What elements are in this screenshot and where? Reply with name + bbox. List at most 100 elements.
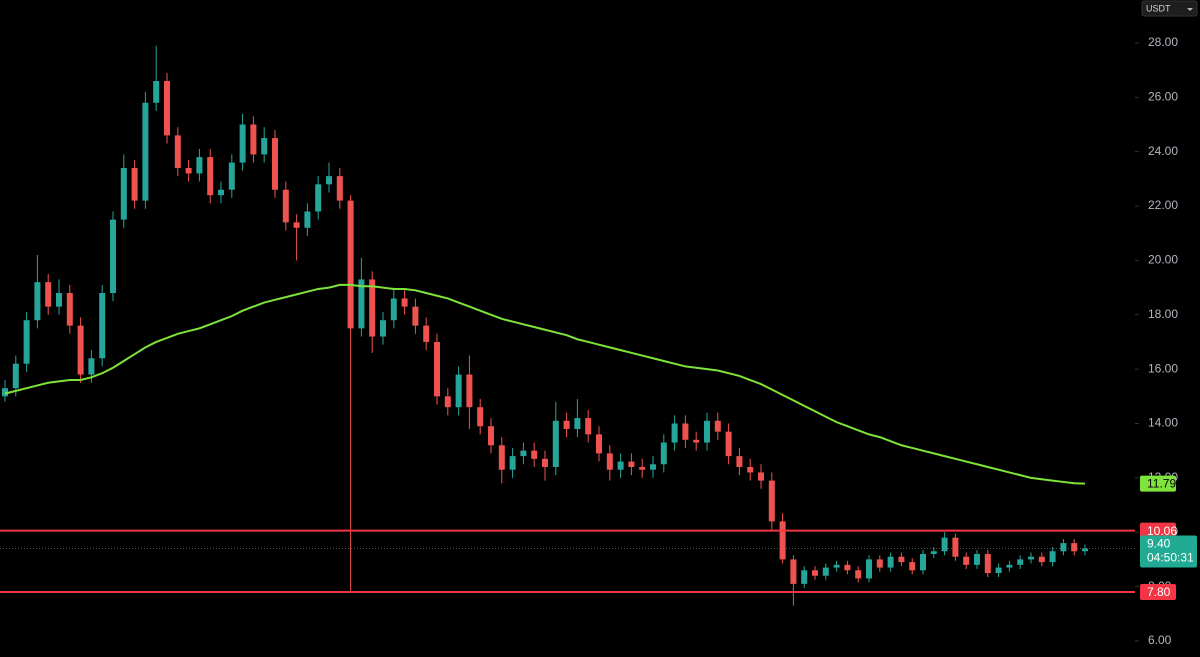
- candle-body: [1082, 548, 1088, 552]
- candle-body: [520, 450, 527, 457]
- candle-body: [401, 298, 408, 307]
- level-tag: [1140, 522, 1176, 539]
- candle-body: [77, 325, 84, 375]
- candle-body: [617, 461, 624, 470]
- candle-body: [1038, 556, 1045, 563]
- candle-body: [1071, 543, 1078, 552]
- level-label: 10.06: [1147, 524, 1177, 538]
- candle-body: [542, 458, 548, 467]
- candle-body: [434, 341, 440, 397]
- candle-body: [650, 464, 656, 470]
- candle-body: [423, 325, 430, 342]
- candle-body: [120, 167, 127, 220]
- candle-body: [930, 551, 937, 554]
- candle-body: [833, 564, 840, 568]
- candle-body: [606, 453, 613, 470]
- candle-body: [768, 480, 775, 522]
- candle-body: [822, 567, 829, 576]
- candle-body: [552, 420, 559, 467]
- candle-body: [563, 420, 570, 429]
- candle-body: [326, 176, 332, 185]
- candle-body: [779, 521, 786, 560]
- candle-body: [887, 556, 894, 568]
- y-tick-label: 18.00: [1148, 307, 1178, 321]
- candle-body: [498, 445, 505, 470]
- candle-body: [282, 189, 289, 223]
- dropdown-icon[interactable]: [1187, 8, 1193, 11]
- candle-body: [466, 374, 473, 408]
- candle-body: [909, 562, 916, 571]
- ma-tag: [1140, 475, 1176, 492]
- candle-body: [693, 439, 700, 443]
- y-tick-label: 28.00: [1148, 35, 1178, 49]
- candle-body: [218, 189, 224, 196]
- candle-body: [153, 81, 160, 103]
- candle-body: [390, 298, 397, 321]
- candle-body: [628, 461, 635, 467]
- currency-label[interactable]: USDT: [1146, 3, 1171, 13]
- candle-body: [531, 450, 538, 459]
- candle-body: [369, 279, 376, 337]
- candle-body: [250, 124, 257, 155]
- y-tick-label: 20.00: [1148, 253, 1178, 267]
- candle-body: [876, 559, 883, 568]
- moving-average: [4, 283, 1086, 485]
- candle-body: [1006, 564, 1013, 568]
- candle-body: [812, 570, 818, 576]
- candle-body: [2, 388, 8, 397]
- candle-body: [56, 293, 62, 307]
- candle-body: [585, 418, 592, 435]
- candle-body: [358, 279, 365, 329]
- currency-button[interactable]: USDT: [1141, 0, 1198, 17]
- candle-body: [671, 423, 678, 443]
- y-tick-label: 16.00: [1148, 361, 1178, 375]
- candle-body: [952, 537, 959, 557]
- candle-body: [963, 556, 970, 565]
- candle-body: [1028, 556, 1034, 560]
- candle-body: [99, 293, 106, 359]
- candle-body: [509, 456, 516, 470]
- candle-body: [34, 282, 41, 321]
- candle-body: [596, 434, 602, 454]
- candle-body: [682, 423, 689, 440]
- candle-body: [293, 222, 300, 228]
- candle-body: [747, 466, 754, 473]
- candle-body: [574, 418, 581, 429]
- y-tick-label: 6.00: [1148, 633, 1172, 647]
- candle-body: [412, 306, 419, 326]
- candle-body: [736, 456, 743, 467]
- last-price-label: 9.40: [1147, 537, 1171, 551]
- candle-body: [1017, 559, 1024, 565]
- y-tick-label: 14.00: [1148, 416, 1178, 430]
- candle-body: [380, 320, 386, 337]
- candle-body: [164, 81, 170, 136]
- candle-body: [207, 157, 214, 196]
- candle-body: [704, 420, 710, 443]
- candle-body: [131, 167, 138, 201]
- candle-body: [88, 358, 95, 375]
- candle-body: [239, 124, 246, 163]
- candle-body: [12, 363, 19, 389]
- level-tag: [1140, 584, 1176, 601]
- candle-body: [196, 157, 203, 174]
- countdown-label: 04:50:31: [1147, 551, 1194, 565]
- candle-body: [304, 211, 311, 228]
- candle-body: [336, 176, 343, 201]
- candle-body: [1049, 551, 1056, 563]
- candle-body: [488, 426, 494, 446]
- candle-body: [941, 537, 948, 552]
- candle-body: [185, 167, 192, 174]
- candle-body: [444, 396, 451, 408]
- candle-body: [801, 570, 808, 584]
- currency-box[interactable]: [1141, 0, 1198, 17]
- candle-body: [272, 138, 278, 190]
- candle-body: [920, 553, 926, 571]
- candle-body: [984, 553, 991, 574]
- last-price-tag: [1140, 535, 1197, 568]
- candle-body: [1060, 543, 1067, 552]
- candle-body: [898, 556, 905, 563]
- candle-body: [45, 282, 52, 307]
- candle-body: [974, 553, 980, 565]
